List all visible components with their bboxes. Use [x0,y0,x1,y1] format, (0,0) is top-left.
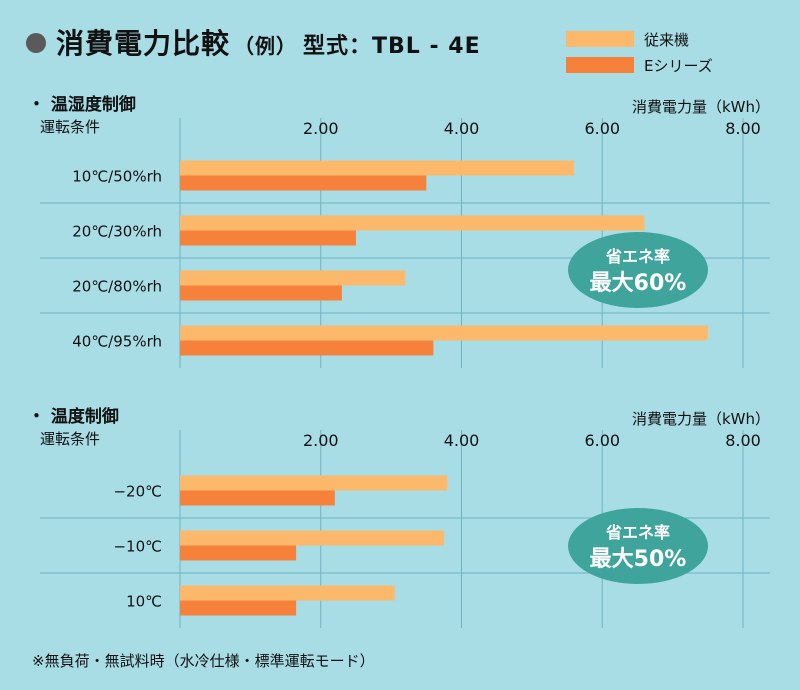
x-tick-label: 6.00 [584,119,620,138]
x-tick-label: 6.00 [584,431,620,450]
category-label: −20℃ [113,483,162,501]
legend-label-conventional: 従来機 [644,30,690,49]
savings-badge-line1: 省エネ率 [605,247,670,266]
bar-conventional [180,585,395,601]
legend-swatch-e-series [566,57,634,73]
bar-e-series [180,340,434,356]
footnote: ※無負荷・無試料時（水冷仕様・標準運転モード） [32,652,375,670]
model-label: 型式：TBL - 4E [303,34,481,59]
bar-conventional [180,530,444,546]
category-label: −10℃ [113,538,162,556]
x-tick-label: 4.00 [444,119,480,138]
savings-badge-line2: 最大60% [590,271,687,296]
bar-e-series [180,545,297,561]
legend: 従来機 Eシリーズ [566,26,713,78]
unit-label-temperature: 消費電力量（kWh） [631,410,770,428]
bar-conventional [180,270,406,286]
x-tick-label: 4.00 [444,431,480,450]
bar-conventional [180,475,448,491]
section-title-temperature-text: 温度制御 [50,407,119,427]
legend-item-e-series: Eシリーズ [566,52,713,78]
category-label: 10℃ [126,593,162,611]
bar-e-series [180,175,427,191]
savings-badge-line2: 最大50% [590,547,687,572]
savings-badge-line1: 省エネ率 [605,523,670,542]
unit-label-humidity: 消費電力量（kWh） [631,98,770,116]
title-example: （例） [234,34,298,58]
bar-conventional [180,325,708,341]
savings-badge [568,508,708,584]
bar-e-series [180,600,297,616]
bar-e-series [180,490,335,506]
section-title-humidity: ・ 温湿度制御 [28,95,136,115]
bar-e-series [180,230,356,246]
section-title-temperature: ・ 温度制御 [28,407,119,427]
x-tick-label: 8.00 [725,431,761,450]
title-main: 消費電力比較 [56,27,231,60]
x-tick-label: 2.00 [303,431,339,450]
category-label: 20℃/30%rh [72,223,162,241]
title-bullet-icon [26,33,46,53]
section-title-humidity-text: 温湿度制御 [50,95,136,115]
x-tick-label: 8.00 [725,119,761,138]
condition-label-humidity: 運転条件 [40,118,101,136]
category-label: 20℃/80%rh [72,278,162,296]
bar-e-series [180,285,342,301]
bar-conventional [180,160,575,176]
page-title: 消費電力比較 （例） 型式：TBL - 4E [56,22,481,62]
legend-item-conventional: 従来機 [566,26,713,52]
condition-label-temperature: 運転条件 [40,430,101,448]
category-label: 40℃/95%rh [72,333,162,351]
legend-swatch-conventional [566,31,634,47]
bar-conventional [180,215,645,231]
savings-badge [568,232,708,308]
category-label: 10℃/50%rh [72,168,162,186]
legend-label-e-series: Eシリーズ [644,56,713,75]
x-tick-label: 2.00 [303,119,339,138]
